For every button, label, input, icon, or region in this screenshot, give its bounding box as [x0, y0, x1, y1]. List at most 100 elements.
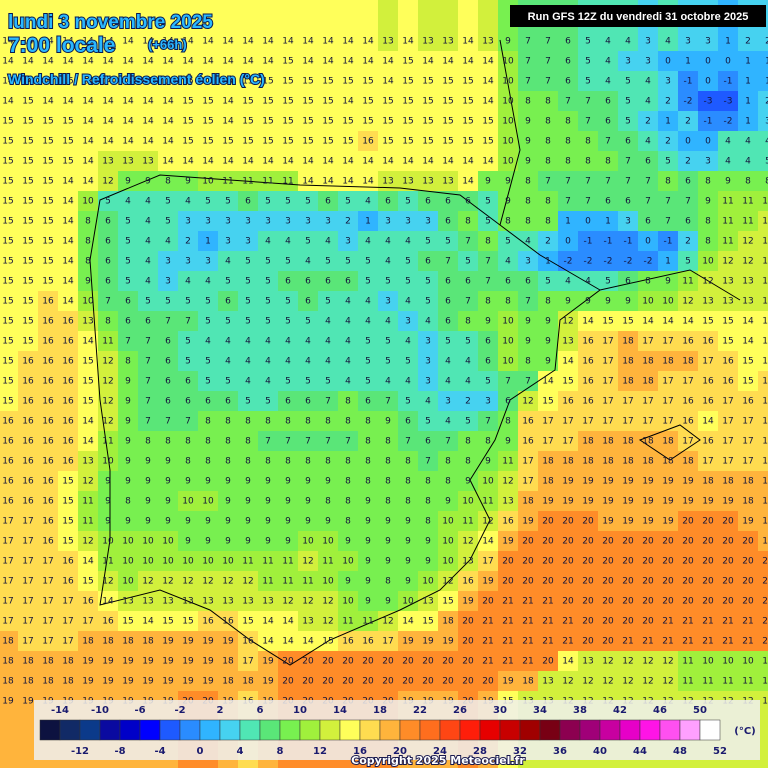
cell-value: 12 — [582, 677, 593, 687]
cell-value: 17 — [642, 397, 653, 407]
cell-value: 20 — [302, 677, 314, 687]
cell — [58, 91, 79, 112]
cell-value: 3 — [205, 257, 211, 267]
cell-value: 20 — [742, 577, 754, 587]
cell-value: 17 — [702, 357, 713, 367]
cell — [678, 391, 699, 412]
cell-value: 17 — [42, 637, 53, 647]
cell — [98, 351, 119, 372]
cell — [398, 431, 419, 452]
cell-value: 14 — [162, 57, 174, 67]
cell-value: 5 — [265, 297, 271, 307]
cell — [698, 251, 719, 272]
cell-value: 15 — [242, 137, 253, 147]
cell-value: 14 — [142, 617, 154, 627]
cell-value: 14 — [62, 97, 74, 107]
cell-value: 6 — [185, 397, 191, 407]
cell-value: 8 — [385, 577, 391, 587]
cell — [638, 431, 659, 452]
cell-value: 15 — [302, 137, 313, 147]
cell — [538, 291, 559, 312]
cell-value: 9 — [505, 437, 511, 447]
cell — [418, 231, 439, 252]
cell-value: 3 — [425, 217, 431, 227]
cell — [158, 271, 179, 292]
cell — [138, 51, 159, 72]
cell — [718, 131, 739, 152]
cell — [358, 231, 379, 252]
cell-value: 3 — [345, 237, 351, 247]
cell-value: 2 — [645, 117, 651, 127]
cell-value: 6 — [425, 197, 431, 207]
cell — [558, 71, 579, 92]
cell-value: 11 — [262, 577, 273, 587]
cell-value: 9 — [85, 277, 91, 287]
cell-value: 15 — [262, 137, 273, 147]
cell — [18, 171, 39, 192]
cell-value: 16 — [62, 337, 74, 347]
cell-value: 9 — [265, 497, 271, 507]
cell-value: 5 — [465, 337, 471, 347]
cell — [398, 0, 419, 52]
cell-value: 4 — [605, 37, 611, 47]
cell-value: 3 — [425, 337, 431, 347]
cell-value: 3 — [165, 277, 171, 287]
cell-value: 3 — [625, 57, 631, 67]
cell — [398, 451, 419, 472]
cell-value: 20 — [602, 617, 614, 627]
cell-value: 20 — [462, 617, 474, 627]
cell-value: 15 — [42, 237, 53, 247]
cell-value: 10 — [182, 557, 194, 567]
cell — [698, 211, 719, 232]
cell-value: 15 — [22, 97, 33, 107]
cell — [318, 411, 339, 432]
cell — [378, 71, 399, 92]
cell — [518, 211, 539, 232]
cell-value: 9 — [145, 177, 151, 187]
cell — [478, 271, 499, 292]
cell — [198, 71, 219, 92]
cell-value: 16 — [102, 617, 114, 627]
cell — [98, 271, 119, 292]
cell-value: 1 — [605, 217, 611, 227]
cell-value: 10 — [502, 117, 514, 127]
legend-label: 18 — [373, 705, 387, 716]
cell-value: 6 — [105, 257, 111, 267]
cell — [498, 231, 519, 252]
cell-value: 15 — [282, 117, 293, 127]
cell-value: 21 — [762, 617, 768, 627]
cell — [338, 331, 359, 352]
cell-value: 19 — [462, 597, 474, 607]
cell-value: 19 — [622, 497, 634, 507]
cell-value: 14 — [122, 37, 134, 47]
cell — [338, 191, 359, 212]
cell-value: 20 — [442, 657, 454, 667]
cell-value: 12 — [602, 677, 613, 687]
cell-value: 8 — [245, 457, 251, 467]
cell-value: 19 — [262, 677, 274, 687]
cell-value: 4 — [405, 337, 411, 347]
cell-value: 15 — [442, 97, 453, 107]
cell — [458, 231, 479, 252]
cell — [58, 351, 79, 372]
cell-value: 6 — [565, 77, 571, 87]
cell-value: 9 — [145, 517, 151, 527]
cell-value: 18 — [222, 677, 234, 687]
cell-value: 15 — [362, 97, 373, 107]
cell-value: 15 — [762, 357, 768, 367]
cell-value: 13 — [762, 277, 768, 287]
cell — [518, 291, 539, 312]
cell-value: 14 — [62, 197, 74, 207]
cell — [278, 231, 299, 252]
cell — [158, 151, 179, 172]
cell — [58, 451, 79, 472]
cell — [118, 431, 139, 452]
cell — [518, 391, 539, 412]
cell-value: 13 — [102, 157, 113, 167]
cell — [578, 191, 599, 212]
cell — [618, 391, 639, 412]
cell-value: 15 — [42, 137, 53, 147]
cell — [318, 91, 339, 112]
cell-value: 21 — [502, 597, 513, 607]
cell — [658, 91, 679, 112]
